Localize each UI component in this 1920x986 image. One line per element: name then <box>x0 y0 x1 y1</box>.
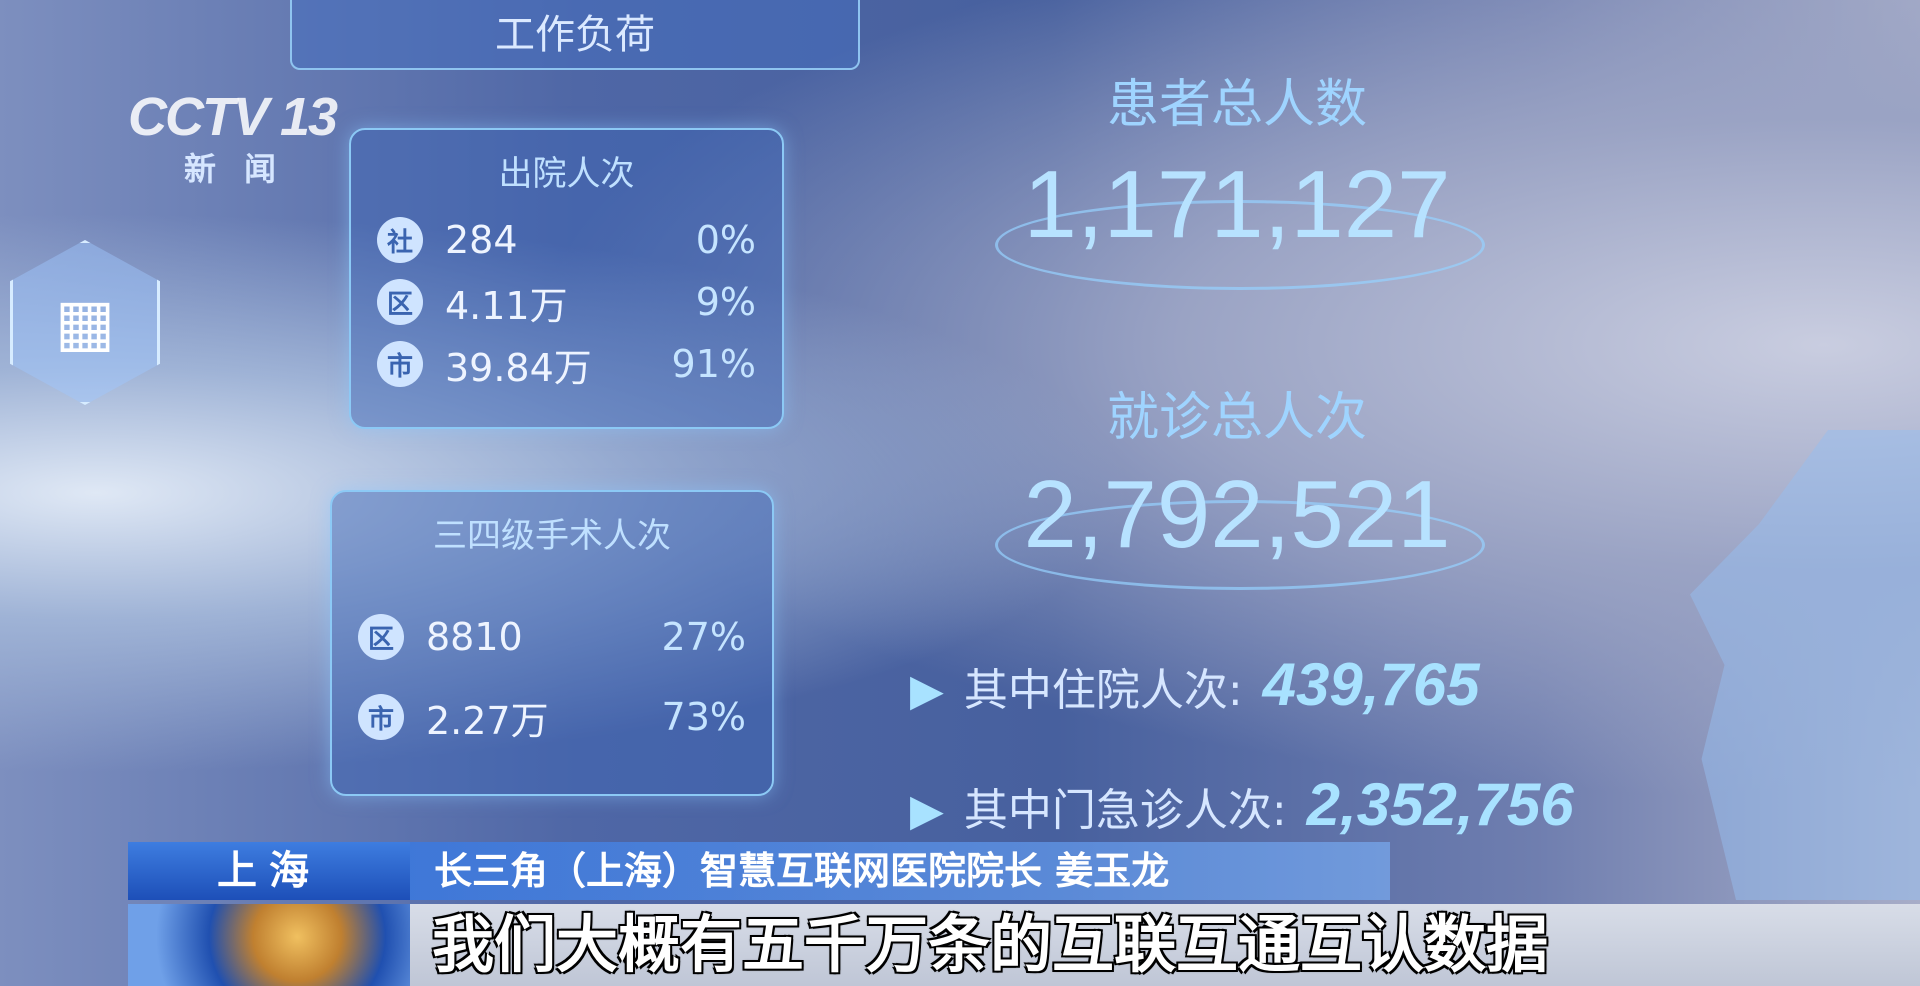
patients-value: 1,171,127 <box>1023 151 1451 258</box>
value: 284 <box>445 218 518 262</box>
level-badge: 区 <box>358 614 404 660</box>
percent: 9% <box>695 280 756 324</box>
inpatient-label: 其中住院人次: <box>963 665 1243 716</box>
outpatient-label: 其中门急诊人次: <box>963 785 1287 836</box>
list-item: 区 4.11万 9% <box>351 271 782 333</box>
percent: 27% <box>661 615 746 659</box>
percent: 91% <box>671 342 756 386</box>
list-item: 区 8810 27% <box>332 597 772 677</box>
value: 8810 <box>426 615 523 659</box>
panel-title: 出院人次 <box>498 154 635 194</box>
workload-tab: 工作负荷 <box>290 0 860 70</box>
cubes-icon: ▦ <box>10 240 160 405</box>
outpatient-line: ▶ 其中门急诊人次: 2,352,756 <box>910 770 1574 839</box>
discharge-panel: 出院人次 社 284 0% 区 4.11万 9% 市 39.84万 91% <box>349 128 784 429</box>
list-item: 市 39.84万 91% <box>351 333 782 395</box>
list-item: 社 284 0% <box>351 209 782 271</box>
level-badge: 市 <box>358 694 404 740</box>
ring-decoration <box>995 500 1485 590</box>
inpatient-line: ▶ 其中住院人次: 439,765 <box>910 650 1480 719</box>
panel-title: 三四级手术人次 <box>433 516 671 556</box>
location-tag: 上海 <box>128 842 410 900</box>
patients-label: 患者总人数 <box>1106 75 1367 135</box>
outpatient-value: 2,352,756 <box>1306 771 1574 838</box>
ring-decoration <box>995 200 1485 290</box>
inpatient-value: 439,765 <box>1262 651 1480 718</box>
level-badge: 社 <box>377 217 423 263</box>
percent: 73% <box>661 695 746 739</box>
triangle-icon: ▶ <box>910 665 944 716</box>
map-shape <box>1690 430 1920 900</box>
surgery-panel: 三四级手术人次 区 8810 27% 市 2.27万 73% <box>330 490 774 796</box>
globe-graphic <box>128 904 410 986</box>
list-item: 市 2.27万 73% <box>332 677 772 757</box>
level-badge: 区 <box>377 279 423 325</box>
value: 4.11万 <box>445 283 568 328</box>
value: 2.27万 <box>426 698 549 743</box>
speaker-title: 长三角（上海）智慧互联网医院院长 姜玉龙 <box>410 842 1390 900</box>
cctv13-logo: CCTV 13 新闻 <box>128 86 338 190</box>
triangle-icon: ▶ <box>910 785 944 836</box>
channel-name: 新闻 <box>184 151 305 187</box>
visits-label: 就诊总人次 <box>1106 388 1367 448</box>
subtitle-caption: 我们大概有五千万条的互联互通互认数据 <box>410 904 1920 986</box>
visits-value: 2,792,521 <box>1023 461 1451 568</box>
value: 39.84万 <box>445 345 592 390</box>
level-badge: 市 <box>377 341 423 387</box>
percent: 0% <box>695 218 756 262</box>
